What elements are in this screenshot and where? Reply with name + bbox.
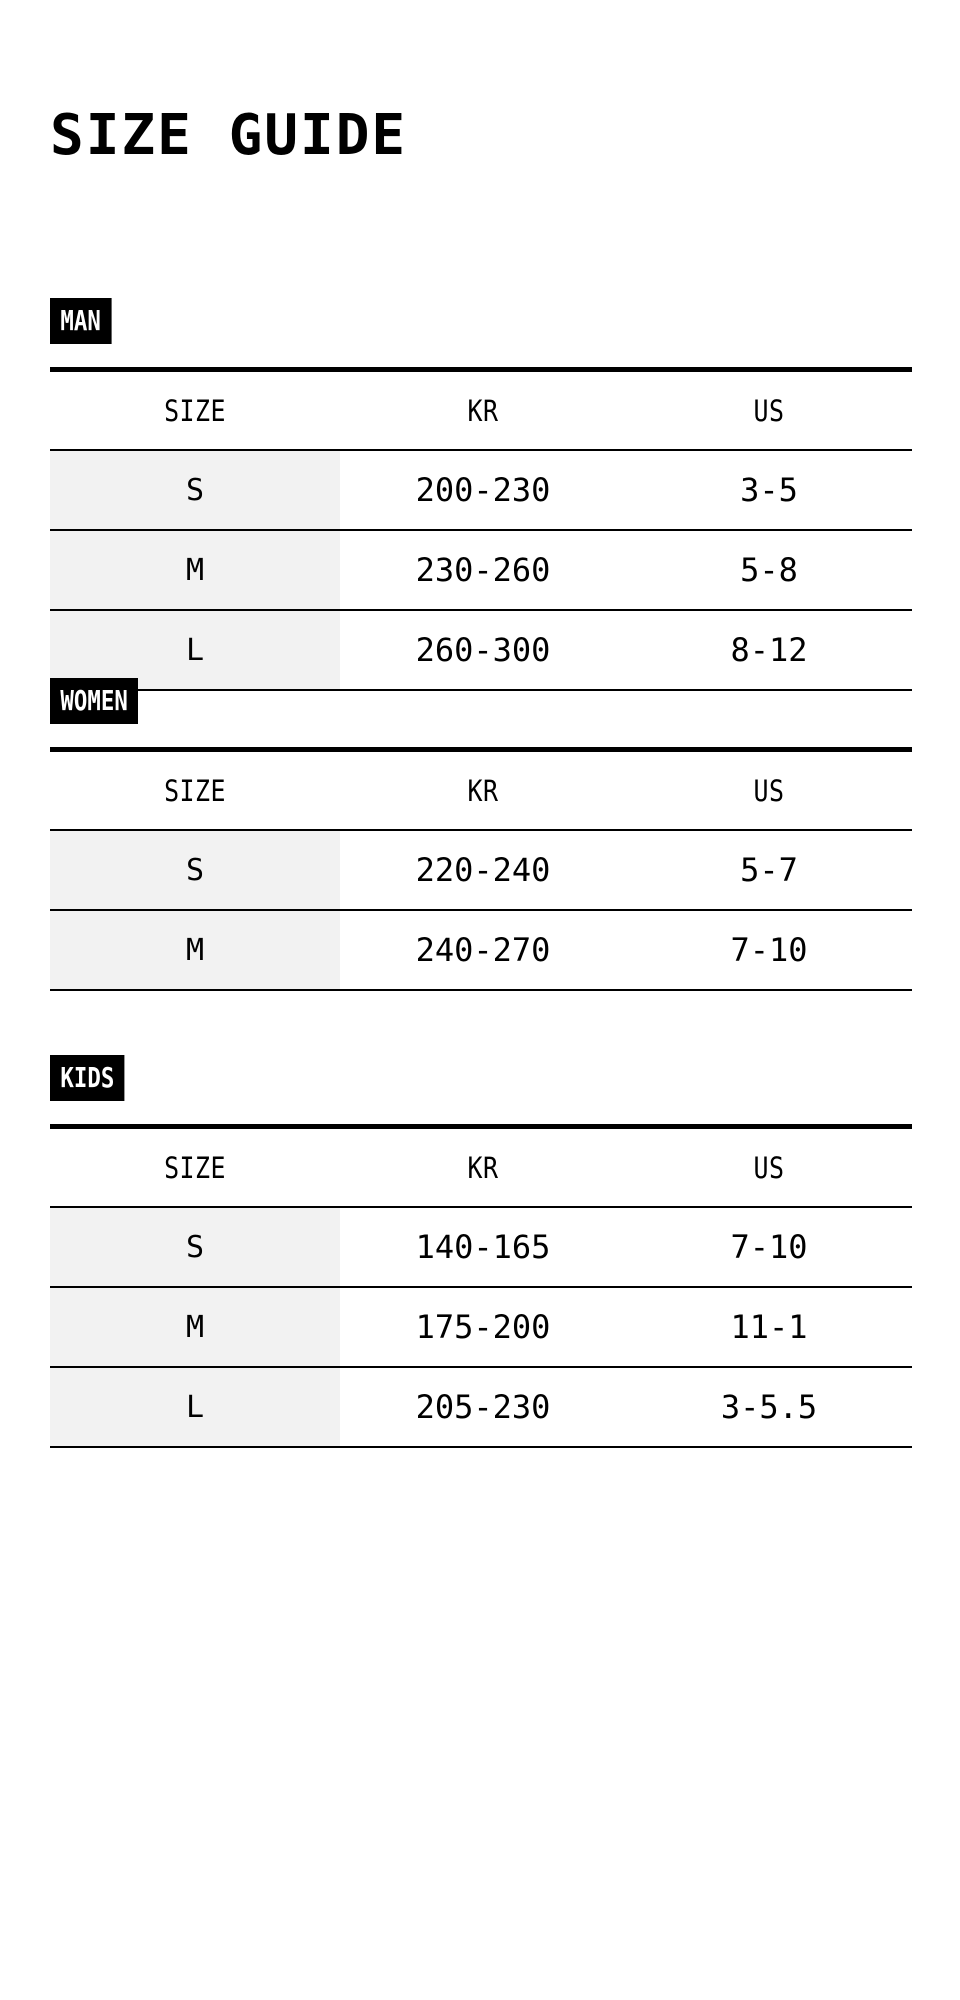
- cell-size: L: [50, 610, 340, 690]
- section-badge-man: MAN: [50, 298, 112, 344]
- cell-kr: 140-165: [340, 1207, 626, 1287]
- cell-kr: 200-230: [340, 450, 626, 530]
- size-table-man: SIZE KR US S 200-230 3-5 M 230-260 5-8 L: [50, 372, 912, 691]
- cell-kr: 220-240: [340, 830, 626, 910]
- section-badge-kids: KIDS: [50, 1055, 125, 1101]
- column-header-kr: KR: [467, 773, 499, 808]
- size-section-women: WOMEN SIZE KR US S 220-240 5-7 M: [50, 678, 912, 991]
- column-header-size: SIZE: [164, 393, 226, 428]
- cell-size: L: [50, 1367, 340, 1447]
- cell-size: S: [50, 830, 340, 910]
- table-row: L 205-230 3-5.5: [50, 1367, 912, 1447]
- cell-us: 7-10: [626, 1207, 912, 1287]
- cell-us: 7-10: [626, 910, 912, 990]
- cell-kr: 205-230: [340, 1367, 626, 1447]
- table-row: S 200-230 3-5: [50, 450, 912, 530]
- cell-size: S: [50, 1207, 340, 1287]
- cell-kr: 260-300: [340, 610, 626, 690]
- table-header-row: SIZE KR US: [50, 372, 912, 450]
- cell-size: M: [50, 530, 340, 610]
- cell-us: 3-5: [626, 450, 912, 530]
- section-header-kids: KIDS: [50, 1055, 912, 1129]
- table-body-kids: S 140-165 7-10 M 175-200 11-1 L 205-230 …: [50, 1207, 912, 1447]
- cell-us: 5-7: [626, 830, 912, 910]
- section-header-man: MAN: [50, 298, 912, 372]
- table-row: S 140-165 7-10: [50, 1207, 912, 1287]
- table-row: L 260-300 8-12: [50, 610, 912, 690]
- cell-size: M: [50, 1287, 340, 1367]
- cell-us: 11-1: [626, 1287, 912, 1367]
- table-body-women: S 220-240 5-7 M 240-270 7-10: [50, 830, 912, 990]
- column-header-us: US: [753, 393, 785, 428]
- table-header-row: SIZE KR US: [50, 752, 912, 830]
- column-header-size: SIZE: [164, 1150, 226, 1185]
- size-section-man: MAN SIZE KR US S 200-230 3-5 M: [50, 298, 912, 691]
- page-title: SIZE GUIDE: [50, 103, 408, 168]
- column-header-us: US: [753, 773, 785, 808]
- column-header-size: SIZE: [164, 773, 226, 808]
- table-body-man: S 200-230 3-5 M 230-260 5-8 L 260-300 8-…: [50, 450, 912, 690]
- section-divider-kids: [50, 1124, 912, 1129]
- section-header-women: WOMEN: [50, 678, 912, 752]
- cell-us: 8-12: [626, 610, 912, 690]
- table-row: M 230-260 5-8: [50, 530, 912, 610]
- size-section-kids: KIDS SIZE KR US S 140-165 7-10 M: [50, 1055, 912, 1448]
- section-divider-man: [50, 367, 912, 372]
- size-table-kids: SIZE KR US S 140-165 7-10 M 175-200 11-1…: [50, 1129, 912, 1448]
- cell-us: 3-5.5: [626, 1367, 912, 1447]
- section-divider-women: [50, 747, 912, 752]
- cell-size: S: [50, 450, 340, 530]
- table-row: M 175-200 11-1: [50, 1287, 912, 1367]
- column-header-kr: KR: [467, 393, 499, 428]
- section-badge-women: WOMEN: [50, 678, 139, 724]
- cell-us: 5-8: [626, 530, 912, 610]
- column-header-us: US: [753, 1150, 785, 1185]
- table-head-women: SIZE KR US: [50, 752, 912, 830]
- cell-size: M: [50, 910, 340, 990]
- cell-kr: 175-200: [340, 1287, 626, 1367]
- cell-kr: 240-270: [340, 910, 626, 990]
- table-row: S 220-240 5-7: [50, 830, 912, 910]
- table-head-kids: SIZE KR US: [50, 1129, 912, 1207]
- column-header-kr: KR: [467, 1150, 499, 1185]
- cell-kr: 230-260: [340, 530, 626, 610]
- table-head-man: SIZE KR US: [50, 372, 912, 450]
- table-header-row: SIZE KR US: [50, 1129, 912, 1207]
- size-table-women: SIZE KR US S 220-240 5-7 M 240-270 7-10: [50, 752, 912, 991]
- table-row: M 240-270 7-10: [50, 910, 912, 990]
